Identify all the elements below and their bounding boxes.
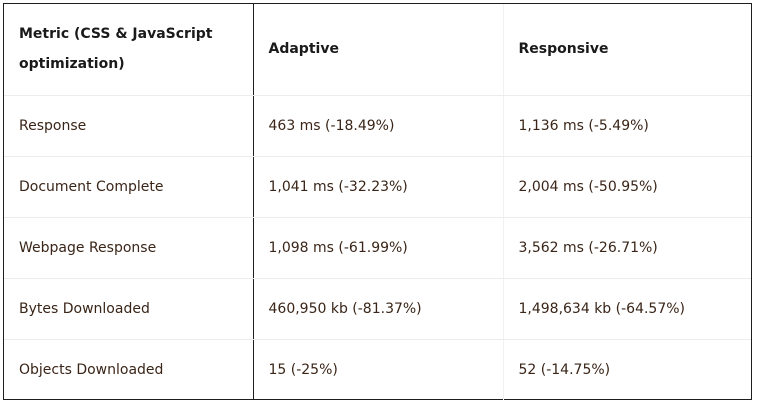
metric-cell: Webpage Response: [4, 217, 253, 279]
adaptive-cell: 460,950 kb (-81.37%): [252, 278, 503, 340]
table-row: Webpage Response 1,098 ms (-61.99%) 3,56…: [4, 217, 751, 279]
header-responsive: Responsive: [502, 4, 751, 96]
table-row: Objects Downloaded 15 (-25%) 52 (-14.75%…: [4, 339, 751, 400]
metric-cell: Bytes Downloaded: [4, 278, 253, 340]
responsive-cell: 52 (-14.75%): [502, 339, 751, 400]
responsive-cell: 1,136 ms (-5.49%): [502, 95, 751, 157]
table-row: Document Complete 1,041 ms (-32.23%) 2,0…: [4, 156, 751, 218]
responsive-cell: 3,562 ms (-26.71%): [502, 217, 751, 279]
metric-cell: Objects Downloaded: [19, 361, 164, 378]
metric-cell: Document Complete: [4, 156, 253, 218]
adaptive-cell: 1,041 ms (-32.23%): [252, 156, 503, 218]
adaptive-cell: 463 ms (-18.49%): [252, 95, 503, 157]
table-header-row: Metric (CSS & JavaScript optimization) A…: [4, 4, 751, 96]
table-row: Bytes Downloaded 460,950 kb (-81.37%) 1,…: [4, 278, 751, 340]
comparison-table-container: Metric (CSS & JavaScript optimization) A…: [3, 3, 752, 400]
metric-cell: Response: [4, 95, 253, 157]
adaptive-cell: 15 (-25%): [252, 339, 503, 400]
responsive-cell: 2,004 ms (-50.95%): [502, 156, 751, 218]
comparison-table: Metric (CSS & JavaScript optimization) A…: [4, 4, 751, 400]
adaptive-cell: 1,098 ms (-61.99%): [252, 217, 503, 279]
header-adaptive: Adaptive: [252, 4, 503, 96]
table-row: Response 463 ms (-18.49%) 1,136 ms (-5.4…: [4, 95, 751, 157]
responsive-cell: 1,498,634 kb (-64.57%): [502, 278, 751, 340]
header-metric: Metric (CSS & JavaScript optimization): [4, 4, 253, 96]
